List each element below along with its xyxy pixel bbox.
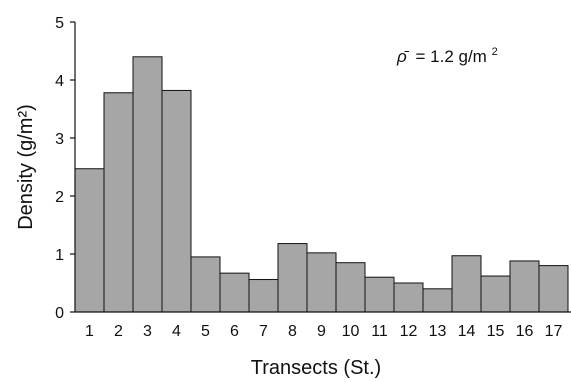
bars-group (74, 56, 569, 313)
y-tick-label: 1 (55, 247, 64, 264)
bar-6 (219, 272, 250, 313)
density-annotation: ρ̄ = 1.2 g/m 2 (396, 46, 498, 66)
x-tick-label: 16 (516, 323, 534, 340)
annotation-superscript: 2 (492, 46, 498, 58)
y-axis-title: Density (g/m²) (15, 104, 37, 230)
y-tick-label: 2 (55, 189, 64, 206)
x-tick-label: 14 (458, 323, 476, 340)
bar-13 (422, 288, 453, 313)
x-tick-label: 9 (317, 323, 326, 340)
x-tick-label: 15 (487, 323, 505, 340)
y-tick-label: 3 (55, 131, 64, 148)
bar-12 (393, 282, 424, 313)
x-axis-title: Transects (St.) (251, 357, 381, 379)
bar-17 (538, 265, 569, 313)
bar-15 (480, 275, 511, 313)
x-tick-label: 17 (545, 323, 563, 340)
x-ticks-group: 1 2 3 4 5 6 7 8 9 10 11 12 13 14 15 16 17 (85, 323, 562, 340)
bar-3 (132, 56, 163, 313)
bar-9 (306, 252, 337, 313)
bar-1 (74, 168, 105, 313)
y-tick-label: 4 (55, 73, 64, 90)
y-ticks-group: 0 1 2 3 4 5 (55, 15, 75, 322)
x-tick-label: 2 (114, 323, 123, 340)
rho-bar-symbol: ρ̄ (396, 47, 410, 66)
bar-10 (335, 262, 366, 313)
bar-14 (451, 255, 482, 313)
x-tick-label: 13 (429, 323, 447, 340)
x-tick-label: 5 (201, 323, 210, 340)
x-tick-label: 6 (230, 323, 239, 340)
annotation-text: = 1.2 g/m (415, 47, 486, 66)
x-tick-label: 11 (371, 323, 388, 340)
bar-16 (509, 260, 540, 313)
x-tick-label: 7 (259, 323, 268, 340)
axes-group (74, 22, 571, 313)
bar-2 (103, 92, 134, 313)
y-tick-label: 5 (55, 15, 64, 32)
bar-11 (364, 276, 395, 313)
bar-4 (161, 89, 192, 313)
bar-7 (248, 279, 279, 313)
y-tick-label: 0 (55, 305, 64, 322)
x-tick-label: 8 (288, 323, 297, 340)
x-tick-label: 3 (143, 323, 152, 340)
x-tick-label: 10 (342, 323, 360, 340)
bar-8 (277, 243, 308, 313)
x-tick-label: 1 (85, 323, 94, 340)
bar-5 (190, 256, 221, 313)
x-tick-label: 12 (400, 323, 418, 340)
x-tick-label: 4 (172, 323, 181, 340)
